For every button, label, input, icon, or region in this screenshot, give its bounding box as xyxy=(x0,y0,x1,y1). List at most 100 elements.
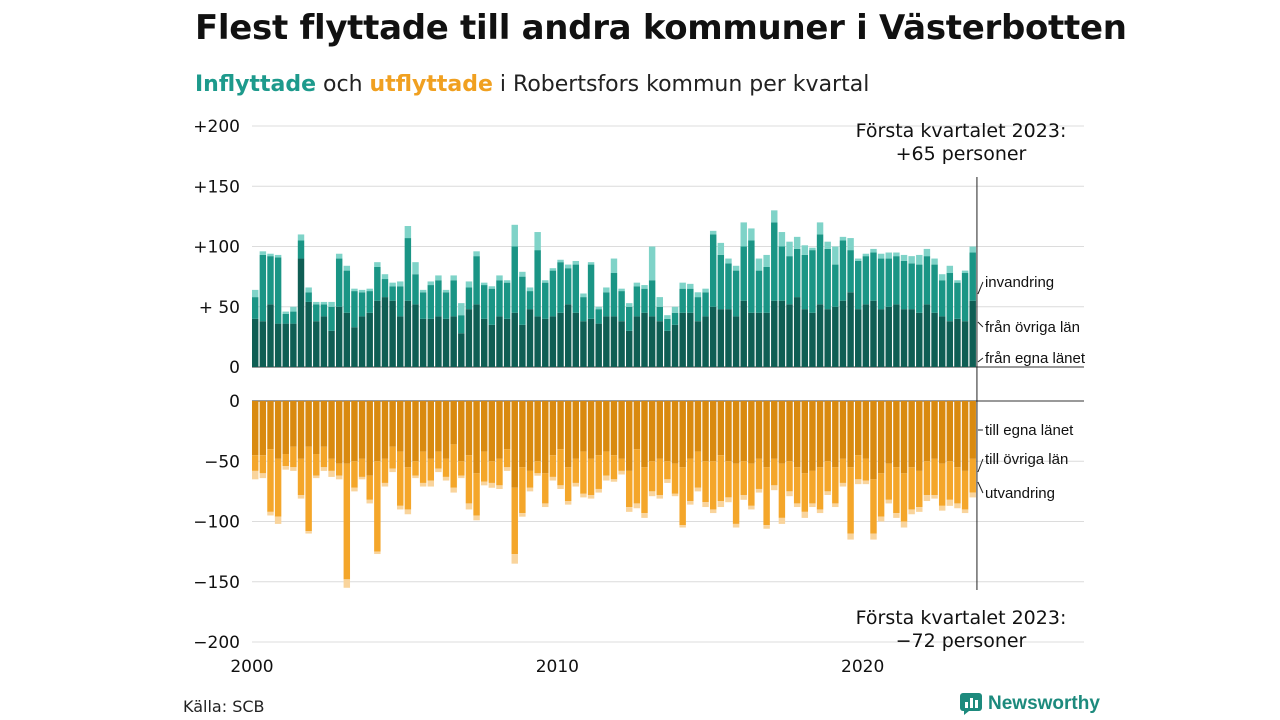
in-bar-segment xyxy=(397,281,404,287)
out-bar-segment xyxy=(870,533,877,540)
out-bar-segment xyxy=(687,401,694,459)
in-bar-segment xyxy=(328,330,335,367)
out-bar-segment xyxy=(946,499,954,506)
in-bar-segment xyxy=(542,282,549,319)
out-bar-segment xyxy=(282,466,289,470)
in-bar-segment xyxy=(610,316,618,367)
out-bar-segment xyxy=(732,523,740,528)
in-bar-segment xyxy=(534,232,541,251)
in-bar-segment xyxy=(465,309,473,367)
out-bar-segment xyxy=(343,463,351,580)
out-bar-segment xyxy=(923,494,931,502)
in-bar-segment xyxy=(458,303,465,316)
in-bar-segment xyxy=(557,312,564,367)
in-bar-segment xyxy=(664,318,671,331)
out-bar-segment xyxy=(862,480,870,485)
in-bar-segment xyxy=(870,252,877,301)
in-bar-segment xyxy=(641,285,648,289)
out-bar-segment xyxy=(358,458,366,477)
in-bar-segment xyxy=(313,321,320,367)
out-bar-segment xyxy=(595,401,602,456)
out-bar-segment xyxy=(748,463,755,506)
in-bar-segment xyxy=(534,250,541,317)
out-bar-segment xyxy=(816,401,824,468)
in-bar-segment xyxy=(335,306,343,367)
in-bar-segment xyxy=(862,256,870,305)
out-bar-segment xyxy=(778,401,786,464)
in-bar-segment xyxy=(702,288,709,293)
out-bar-segment xyxy=(961,401,969,471)
subtitle-utflyttade: utflyttade xyxy=(369,72,493,97)
in-bar-segment xyxy=(763,312,770,367)
out-bar-segment xyxy=(564,501,572,505)
out-bar-segment xyxy=(641,513,648,518)
in-bar-segment xyxy=(267,256,274,305)
in-bar-segment xyxy=(297,258,305,367)
in-bar-segment xyxy=(580,297,587,322)
out-bar-segment xyxy=(503,401,511,450)
in-bar-segment xyxy=(305,301,312,367)
out-bar-segment xyxy=(832,467,839,504)
in-bar-segment xyxy=(732,270,740,317)
out-bar-segment xyxy=(465,455,473,504)
out-bar-segment xyxy=(793,401,801,468)
legend-leader-line xyxy=(977,321,984,328)
out-bar-segment xyxy=(824,401,831,462)
in-bar-segment xyxy=(282,311,289,314)
in-bar-segment xyxy=(648,316,656,367)
out-bar-segment xyxy=(343,579,351,588)
in-bar-segment xyxy=(633,282,641,287)
out-bar-segment xyxy=(877,473,885,517)
out-bar-segment xyxy=(801,473,809,512)
in-bar-segment xyxy=(855,260,862,310)
in-bar-segment xyxy=(946,265,954,274)
in-bar-segment xyxy=(465,281,473,288)
out-bar-segment xyxy=(885,401,892,464)
in-bar-segment xyxy=(763,254,770,267)
in-bar-segment xyxy=(816,222,824,235)
in-bar-segment xyxy=(832,246,839,265)
in-bar-segment xyxy=(610,273,618,317)
out-bar-segment xyxy=(877,516,885,522)
out-bar-segment xyxy=(664,401,671,462)
out-bar-segment xyxy=(626,470,633,508)
out-bar-segment xyxy=(732,463,740,524)
in-bar-segment xyxy=(526,287,534,292)
out-bar-segment xyxy=(954,503,961,509)
out-bar-segment xyxy=(488,461,496,483)
out-bar-segment xyxy=(671,463,679,494)
out-bar-segment xyxy=(717,455,725,502)
in-bar-segment xyxy=(458,333,465,367)
legend-label-top: från övriga län xyxy=(985,319,1080,336)
in-bar-segment xyxy=(702,292,709,317)
out-bar-segment xyxy=(717,401,725,456)
in-bar-segment xyxy=(771,300,778,367)
in-bar-segment xyxy=(412,262,419,275)
in-bar-segment xyxy=(893,304,900,367)
out-bar-segment xyxy=(557,401,564,450)
in-bar-segment xyxy=(664,330,671,367)
out-bar-segment xyxy=(885,463,892,500)
out-bar-segment xyxy=(793,503,801,508)
out-bar-segment xyxy=(855,401,862,456)
in-bar-segment xyxy=(404,238,412,301)
in-bar-segment xyxy=(763,266,770,313)
in-bar-segment xyxy=(801,309,809,367)
in-bar-segment xyxy=(587,262,595,265)
in-bar-segment xyxy=(717,309,725,367)
in-bar-segment xyxy=(618,288,625,292)
out-bar-segment xyxy=(320,446,328,468)
out-bar-segment xyxy=(832,401,839,468)
out-bar-segment xyxy=(480,451,488,482)
out-bar-segment xyxy=(656,401,663,459)
out-bar-segment xyxy=(954,467,961,504)
in-bar-segment xyxy=(862,304,870,367)
out-bar-segment xyxy=(885,499,892,504)
out-bar-segment xyxy=(274,458,282,517)
out-bar-segment xyxy=(259,455,267,474)
out-bar-segment xyxy=(572,482,580,487)
bottom-y-tick-label: −150 xyxy=(193,573,240,593)
in-bar-segment xyxy=(946,321,954,367)
out-bar-segment xyxy=(404,401,412,468)
out-bar-segment xyxy=(473,515,480,521)
